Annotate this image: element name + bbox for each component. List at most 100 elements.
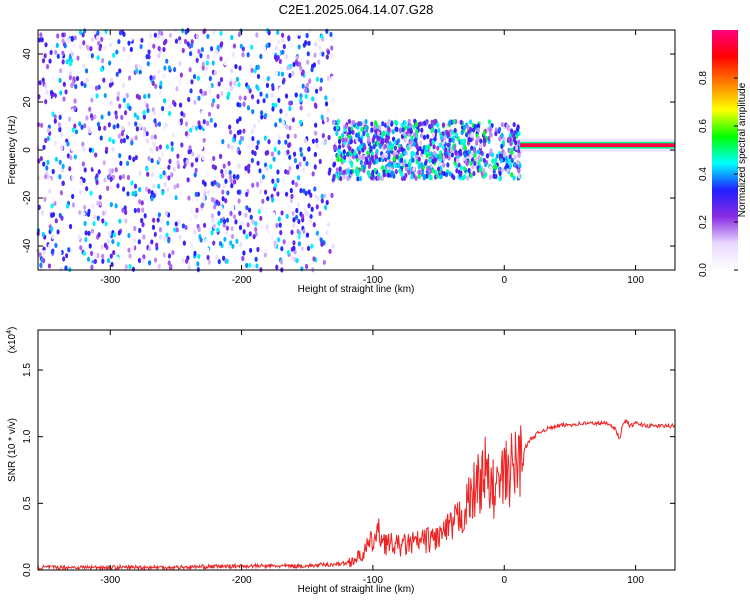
spectrogram-cell <box>101 31 106 37</box>
spectrogram-cell <box>446 162 450 168</box>
spectrogram-cell <box>229 210 233 216</box>
spectrogram-cell <box>357 136 362 142</box>
spectrogram-cell <box>233 80 237 86</box>
spectrogram-cell <box>216 227 220 233</box>
spectrogram-cell <box>143 213 147 219</box>
spectrogram-cell <box>48 243 52 249</box>
spectrogram-cell <box>65 59 69 65</box>
spectrogram-cell <box>286 133 290 139</box>
spectrogram-cell <box>438 142 442 148</box>
spectrogram-cell <box>168 158 172 164</box>
spectrogram-cell <box>111 155 115 161</box>
colorbar-tick-label: 0.0 <box>698 263 709 277</box>
spectrogram-cell <box>288 72 292 79</box>
spectrogram-cell <box>58 127 62 133</box>
spectrogram-cell <box>285 124 289 130</box>
spectrogram-cell <box>172 66 177 73</box>
spectrogram-cell <box>121 82 126 88</box>
spectrogram-cell <box>420 127 424 133</box>
spectrogram-cell <box>261 198 265 204</box>
spectrogram-cell <box>157 69 161 75</box>
spectrogram-cell <box>147 155 151 161</box>
spectrogram-cell <box>72 43 76 49</box>
spectrogram-cell <box>226 143 231 149</box>
spectrogram-cell <box>337 148 341 154</box>
spectrogram-cell <box>406 128 411 134</box>
spectrogram-cell <box>438 161 442 167</box>
spectrogram-cell <box>401 127 405 133</box>
spectrogram-cell <box>231 205 235 211</box>
spectrogram-cell <box>102 77 106 83</box>
spectrogram-cell <box>286 65 290 71</box>
spectrogram-cell <box>413 132 417 138</box>
spectrogram-cell <box>194 167 198 173</box>
spectrogram-cell <box>101 253 105 259</box>
spectrogram-cell <box>103 242 108 248</box>
spectrogram-cell <box>160 217 164 224</box>
spectrogram-cell <box>106 185 110 191</box>
spectrogram-cell <box>308 218 313 224</box>
spectrogram-cell <box>171 132 175 138</box>
spectrogram-cell <box>446 131 450 137</box>
spectrogram-cell <box>125 93 129 99</box>
spectrogram-cell <box>97 84 101 90</box>
spectrogram-cell <box>410 134 414 141</box>
spectrogram-cell <box>109 184 113 190</box>
spectrogram-cell <box>196 261 200 267</box>
spectrogram-cell <box>180 142 184 148</box>
spectrogram-cell <box>193 250 197 256</box>
spectrogram-cell <box>500 122 504 128</box>
spectrogram-cell <box>345 151 350 157</box>
snr-y-ticks: 0.0 0.5 1.0 1.5 <box>22 363 675 577</box>
spectrogram-cell <box>287 35 291 41</box>
spectrogram-cell <box>83 204 87 210</box>
spectrogram-cell <box>65 203 70 209</box>
spectrogram-cell <box>370 175 374 181</box>
spectrogram-cell <box>304 93 308 100</box>
spectrogram-cell <box>395 120 399 126</box>
spectrogram-cell <box>150 148 154 154</box>
spectrogram-cell <box>276 29 280 36</box>
spectrogram-cell <box>123 205 127 211</box>
spectrogram-cell <box>180 111 184 117</box>
spectrogram-cell <box>190 79 194 85</box>
spectrogram-cell <box>320 198 324 204</box>
spectrogram-cell <box>195 33 199 40</box>
spectrogram-cell <box>82 250 86 256</box>
spectrogram-cell <box>51 234 55 240</box>
spectrogram-cell <box>301 213 305 220</box>
spectrogram-cell <box>437 127 441 134</box>
spectrogram-cell <box>251 135 255 142</box>
spectrogram-cell <box>112 232 116 238</box>
spectrogram-cell <box>190 162 194 168</box>
spectrogram-cell <box>177 219 181 225</box>
spectrogram-cell <box>46 159 50 165</box>
spectrogram-cell <box>329 31 333 38</box>
spectrogram-cell <box>218 153 223 159</box>
spectrogram-cell <box>122 97 126 103</box>
spectrogram-cell <box>36 122 41 128</box>
spectrogram-cell <box>478 143 483 149</box>
spectrogram-cell <box>55 42 59 48</box>
spectrogram-cell <box>193 211 197 217</box>
spectrogram-cell <box>59 90 63 96</box>
colorbar-tick-label: 0.4 <box>698 167 709 181</box>
spectrogram-cell <box>65 253 69 259</box>
spectrogram-cell <box>202 137 206 143</box>
spectrogram-cell <box>254 226 258 233</box>
spectrogram-cell <box>310 67 314 73</box>
spectrogram-cell <box>458 172 463 178</box>
spectrogram-cell <box>272 156 276 162</box>
spectrogram-cell <box>100 66 104 73</box>
spectrogram-cell <box>211 60 215 66</box>
spectrogram-cell <box>299 147 303 153</box>
spectrogram-cell <box>513 161 517 168</box>
spectrogram-cell <box>318 158 322 165</box>
spectrogram-cell <box>236 189 241 195</box>
spectrogram-cell <box>103 45 107 51</box>
spectrogram-cell <box>148 33 153 39</box>
spectrogram-cell <box>50 226 54 232</box>
spectrogram-cell <box>261 174 266 180</box>
spectrogram-cell <box>179 102 183 108</box>
spectrogram-cell <box>364 119 368 125</box>
